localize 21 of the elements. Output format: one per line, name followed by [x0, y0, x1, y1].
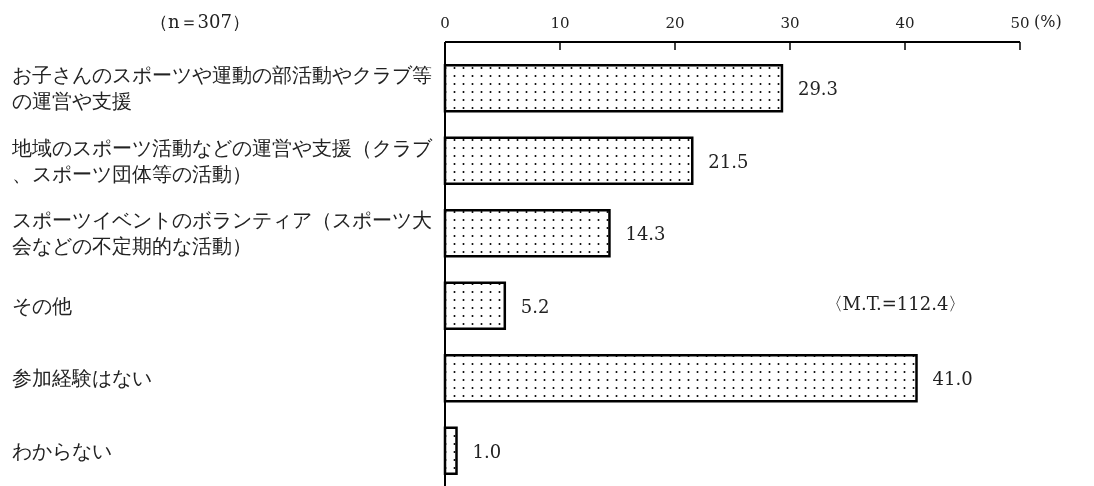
x-tick-label: 20 — [665, 14, 685, 32]
x-tick-label: 30 — [780, 14, 800, 32]
text: （n＝307） — [150, 11, 250, 32]
data-label: 41.0 — [932, 368, 973, 390]
x-tick-label: 40 — [895, 14, 915, 32]
y-tick-label: わからない — [12, 438, 112, 463]
x-tick-label: 0 — [440, 14, 450, 32]
y-tick-label: スポーツイベントのボランティア（スポーツ大会などの不定期的な活動） — [12, 208, 432, 259]
data-label: 21.5 — [708, 150, 749, 172]
y-tick-label: その他 — [12, 293, 72, 318]
data-label: 5.2 — [520, 295, 550, 317]
x-tick-label: 50 — [1010, 14, 1030, 32]
y-tick-label: 参加経験はない — [12, 366, 152, 391]
x-axis-title: (%) — [1034, 12, 1062, 31]
data-label: 1.0 — [472, 440, 502, 462]
x-tick-label: 10 — [550, 14, 570, 32]
y-tick-label: お子さんのスポーツや運動の部活動やクラブ等の運営や支援 — [12, 63, 432, 114]
data-label: 29.3 — [797, 78, 839, 100]
data-label: 14.3 — [625, 223, 666, 245]
annotation: 〈M.T.=112.4〉 — [824, 293, 967, 314]
y-tick-label: 地域のスポーツ活動などの運営や支援（クラブ、スポーツ団体等の活動） — [11, 135, 433, 186]
